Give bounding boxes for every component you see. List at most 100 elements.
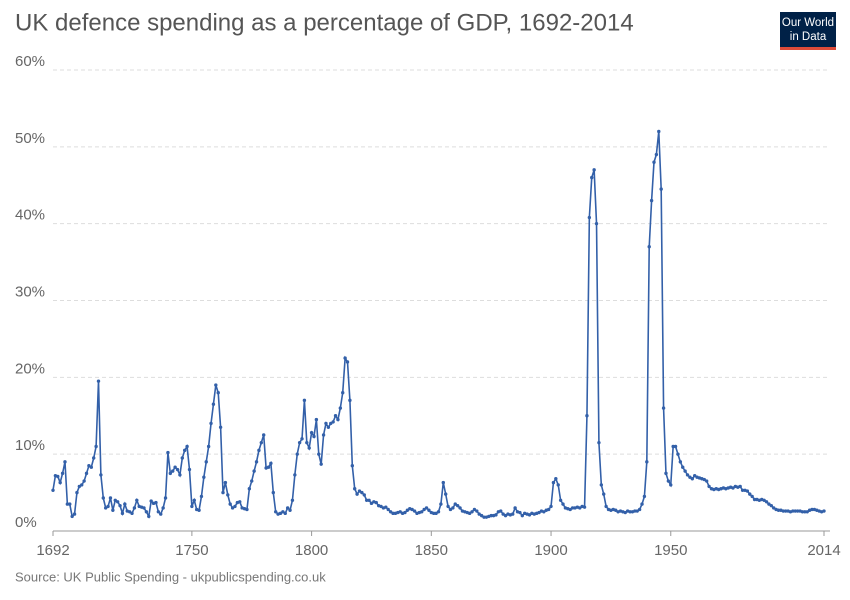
point bbox=[149, 499, 153, 503]
point bbox=[175, 467, 180, 472]
point bbox=[355, 492, 359, 496]
point bbox=[58, 480, 62, 485]
point bbox=[324, 421, 328, 426]
point bbox=[106, 504, 110, 509]
point bbox=[250, 479, 254, 483]
point bbox=[295, 452, 299, 456]
point bbox=[273, 510, 278, 514]
point bbox=[331, 420, 335, 424]
point bbox=[590, 175, 594, 180]
point bbox=[602, 492, 606, 496]
point bbox=[60, 471, 65, 476]
point bbox=[384, 505, 388, 509]
y-tick-label: 30% bbox=[15, 283, 45, 300]
point bbox=[300, 437, 304, 441]
point bbox=[470, 510, 474, 514]
point bbox=[558, 498, 563, 502]
point bbox=[628, 510, 632, 514]
point bbox=[341, 391, 345, 395]
point bbox=[704, 479, 709, 483]
point bbox=[257, 448, 261, 453]
point bbox=[513, 506, 517, 510]
point bbox=[678, 460, 683, 464]
point bbox=[561, 502, 565, 506]
point bbox=[652, 160, 656, 164]
point bbox=[120, 511, 125, 516]
point bbox=[111, 508, 115, 512]
point bbox=[403, 510, 407, 515]
point bbox=[159, 512, 163, 516]
point bbox=[455, 503, 460, 508]
point bbox=[604, 504, 608, 509]
point bbox=[518, 510, 522, 515]
point bbox=[285, 506, 290, 510]
point bbox=[551, 480, 556, 485]
point bbox=[443, 492, 448, 496]
point bbox=[795, 509, 800, 513]
y-tick-label: 40% bbox=[15, 207, 45, 224]
point bbox=[432, 511, 436, 516]
point bbox=[412, 509, 417, 513]
point bbox=[307, 446, 311, 450]
point bbox=[549, 504, 553, 509]
point bbox=[764, 500, 769, 504]
point bbox=[288, 508, 292, 512]
point bbox=[185, 444, 189, 449]
point bbox=[360, 490, 364, 495]
point bbox=[745, 489, 750, 493]
point bbox=[108, 496, 113, 500]
point bbox=[63, 460, 67, 464]
point bbox=[178, 473, 182, 477]
point bbox=[206, 444, 211, 449]
point bbox=[199, 494, 204, 499]
point bbox=[348, 398, 352, 403]
point bbox=[791, 509, 795, 513]
x-tick-label: 1750 bbox=[175, 542, 208, 559]
point bbox=[582, 505, 587, 509]
point bbox=[216, 391, 220, 395]
point bbox=[738, 484, 742, 489]
logo: Our World in Data bbox=[780, 12, 836, 50]
point bbox=[681, 465, 685, 469]
point bbox=[209, 421, 213, 426]
point bbox=[633, 509, 637, 513]
point bbox=[283, 511, 287, 516]
point bbox=[740, 488, 745, 492]
point bbox=[247, 487, 252, 491]
point bbox=[661, 406, 666, 410]
point bbox=[750, 494, 754, 499]
point bbox=[115, 500, 120, 504]
point bbox=[594, 221, 599, 226]
point bbox=[748, 492, 752, 496]
point bbox=[683, 469, 687, 473]
point bbox=[707, 484, 711, 489]
point bbox=[800, 510, 805, 514]
point bbox=[290, 498, 295, 502]
point bbox=[161, 506, 165, 510]
point bbox=[475, 509, 479, 513]
point bbox=[252, 469, 256, 473]
x-tick-label: 1692 bbox=[36, 542, 69, 559]
point bbox=[489, 513, 493, 518]
point bbox=[546, 507, 551, 512]
point bbox=[676, 452, 680, 456]
point bbox=[245, 507, 249, 512]
point bbox=[439, 502, 443, 506]
point bbox=[427, 508, 431, 512]
point bbox=[556, 483, 560, 487]
x-tick-label: 2014 bbox=[807, 542, 840, 559]
point bbox=[520, 513, 525, 518]
point bbox=[80, 483, 84, 487]
point bbox=[592, 168, 596, 172]
point bbox=[266, 465, 271, 469]
point bbox=[822, 509, 826, 513]
y-tick-label: 0% bbox=[15, 514, 37, 531]
point bbox=[647, 245, 651, 249]
point bbox=[690, 477, 695, 481]
point bbox=[666, 479, 671, 483]
point bbox=[597, 440, 601, 445]
point bbox=[218, 425, 223, 429]
point bbox=[75, 490, 79, 495]
point bbox=[192, 498, 196, 502]
point bbox=[254, 460, 259, 464]
